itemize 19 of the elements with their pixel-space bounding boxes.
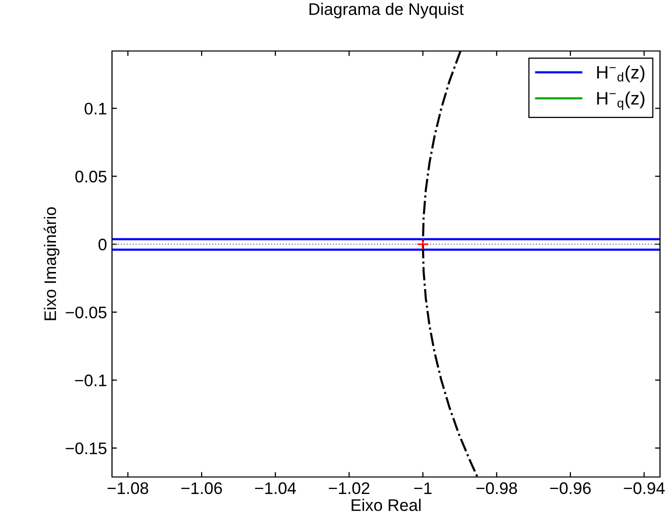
- chart-title: Diagrama de Nyquist: [310, 2, 464, 18]
- y-tick-label: 0.05: [75, 170, 106, 182]
- x-tick-label: −1.04: [255, 482, 296, 494]
- legend-label: H$^{−}$$_{q}$(z): [597, 91, 644, 110]
- y-tick-label: 0.1: [84, 102, 106, 115]
- x-tick-label: −0.96: [550, 482, 591, 494]
- x-tick-label: −0.98: [476, 482, 517, 494]
- y-tick-label: −0.1: [75, 374, 106, 386]
- x-tick-label: −1.08: [108, 482, 148, 494]
- x-tick-label: −1.06: [181, 482, 222, 494]
- y-tick-label: −0.05: [66, 306, 106, 318]
- x-tick-label: −1: [414, 482, 432, 494]
- y-tick-label: −0.15: [66, 442, 106, 454]
- x-axis-title: Eixo Real: [352, 498, 421, 512]
- y-tick-label: 0: [98, 238, 106, 250]
- x-tick-label: −1.02: [328, 482, 370, 494]
- x-tick-label: −0.94: [624, 482, 665, 494]
- y-axis-title: Eixo Imaginário: [44, 207, 60, 320]
- legend-label: H$^{−}$$_{d}$(z): [597, 65, 644, 82]
